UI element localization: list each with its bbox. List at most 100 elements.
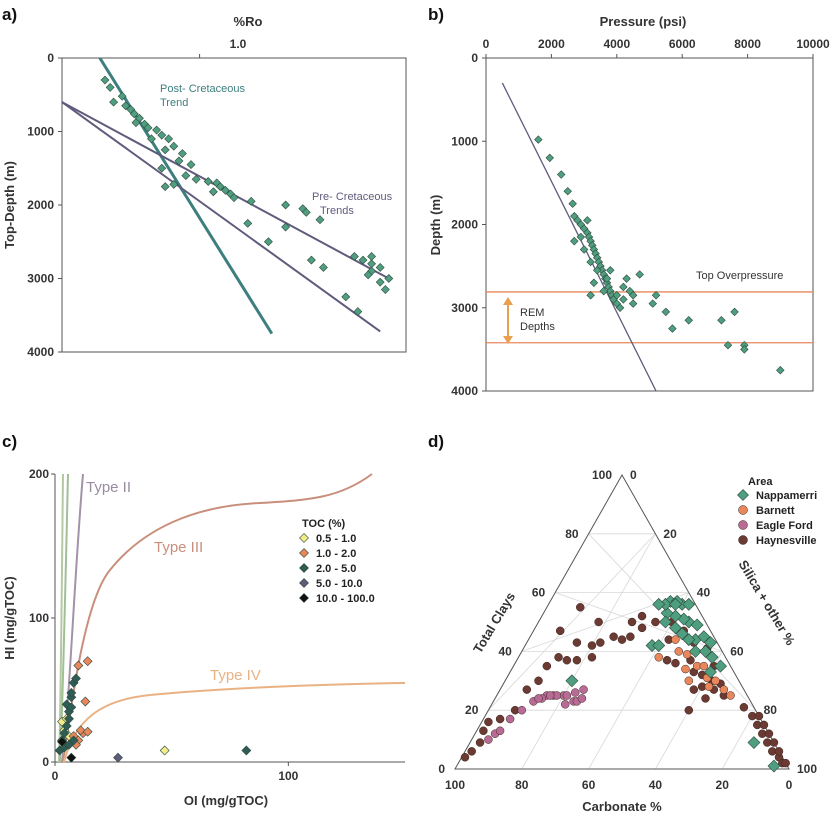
panel-d-legend-marker (737, 489, 749, 501)
panel-d-point (637, 611, 647, 621)
panel-b-point (586, 291, 595, 300)
panel-c-label: c) (2, 432, 17, 451)
panel-d-point (570, 688, 580, 697)
panel-c-y-tick-label: 100 (29, 611, 49, 625)
panel-d-point (626, 632, 635, 641)
panel-b-point (740, 345, 749, 354)
panel-a-point (341, 292, 351, 302)
panel-b-point (545, 153, 554, 163)
panel-a-trend-line-pre2 (61, 101, 381, 333)
panel-a-point (208, 187, 218, 197)
panel-d-point (682, 633, 696, 647)
panel-d-point (587, 653, 597, 662)
panel-a: a) %Ro 1.0 Top-Depth (m) 0 1000 2000 3000 40… (2, 5, 407, 359)
panel-b-point (619, 282, 628, 292)
panel-b-point (563, 186, 572, 196)
panel-c-point (66, 752, 77, 763)
panel-d-point (669, 597, 682, 611)
panel-b-point (776, 365, 785, 375)
panel-c-point (75, 725, 86, 736)
panel-a-point (315, 215, 325, 225)
panel-c-legend: 0.5 - 1.0 1.0 - 2.0 2.0 - 5.0 5.0 - 10.0 10.… (299, 533, 375, 605)
panel-b-x-tick-label: 4000 (603, 37, 630, 51)
panel-d-legend-marker (738, 505, 748, 515)
panel-d-point (704, 665, 717, 679)
panel-b-x-ticks: 0 2000 4000 6000 8000 10000 (483, 37, 830, 58)
panel-a-point (367, 252, 377, 261)
panel-d-point (467, 747, 476, 756)
panel-d-point (767, 759, 781, 773)
panel-c-point (66, 702, 77, 713)
panel-d-point (579, 685, 588, 694)
panel-a-point (220, 185, 230, 195)
panel-d-point (534, 676, 543, 686)
panel-b-point (723, 340, 733, 350)
panel-d-points (460, 594, 790, 773)
panel-c-y-tick-label: 0 (42, 755, 49, 769)
panel-c-point (59, 728, 70, 739)
panel-a-points (100, 75, 394, 316)
panel-a-point (100, 75, 110, 85)
panel-c-x-title: OI (mg/gTOC) (184, 793, 268, 808)
panel-b-arrow-down (503, 336, 513, 344)
panel-a-point (363, 270, 373, 280)
panel-d-point (675, 627, 689, 641)
panel-a-y-tick-label: 1000 (27, 125, 54, 139)
panel-b-point (615, 303, 625, 312)
panel-d-grid-line (488, 533, 656, 711)
panel-b-point (628, 291, 638, 300)
panel-b-x-tick-label: 2000 (538, 37, 565, 51)
panel-b-point (606, 266, 615, 275)
panel-d-point (739, 703, 749, 712)
panel-c-point (73, 660, 84, 671)
panel-d-point (662, 655, 672, 665)
panel-d-point (689, 644, 702, 658)
panel-d-point (682, 597, 696, 611)
panel-d-point (652, 639, 666, 652)
panel-c-x-tick-label: 100 (278, 769, 298, 783)
panel-d-point (627, 617, 637, 627)
panel-d-point (764, 729, 774, 738)
panel-d-point (669, 621, 682, 635)
panel-b-point (648, 299, 657, 308)
panel-c-type-iii-label: Type III (154, 539, 203, 556)
panel-b-x-tick-label: 10000 (796, 37, 830, 51)
panel-c-type-iv-label: Type IV (210, 667, 261, 684)
panel-d-point (754, 711, 764, 721)
panel-a-y-tick-label: 0 (47, 51, 54, 65)
panel-a-trend-line-post (98, 57, 274, 335)
panel-b-point (599, 286, 608, 296)
panel-c-legend-label: 5.0 - 10.0 (316, 578, 362, 590)
panel-d-silica-tick: 0 (630, 468, 637, 482)
panel-d-point (704, 682, 714, 691)
panel-d-point (572, 655, 582, 665)
panel-a-pre-annotation-line1: Pre- Cretaceous (312, 191, 393, 203)
panel-d-point (654, 653, 663, 662)
panel-d-point (637, 623, 647, 633)
panel-a-point (319, 263, 328, 272)
panel-a-point (203, 177, 213, 186)
panel-d-carbonate-tick: 20 (716, 778, 730, 792)
panel-d-point (555, 626, 565, 636)
panel-a-y-ticks: 0 1000 2000 3000 4000 (27, 51, 201, 359)
panel-b-point (570, 236, 579, 246)
panel-d-point (747, 736, 761, 749)
panel-d-legend-title: Area (748, 476, 773, 488)
panel-a-x-title: %Ro (234, 14, 263, 29)
panel-b-point (579, 245, 589, 254)
panel-d-point (562, 655, 572, 665)
panel-c-legend-marker (299, 548, 309, 558)
panel-c-point (66, 687, 77, 698)
panel-d-point (517, 705, 527, 715)
panel-d-point (671, 635, 680, 644)
panel-a-point (281, 200, 291, 210)
panel-c-curves (58, 473, 406, 763)
panel-c-legend-label: 1.0 - 2.0 (316, 548, 356, 560)
panel-c-x-tick-label: 0 (52, 769, 59, 783)
panel-d-point (495, 726, 505, 736)
panel-d-clay-tick: 60 (532, 586, 546, 600)
panel-d-point (711, 676, 720, 686)
panel-a-point (121, 101, 131, 111)
panel-b-point (568, 199, 577, 208)
